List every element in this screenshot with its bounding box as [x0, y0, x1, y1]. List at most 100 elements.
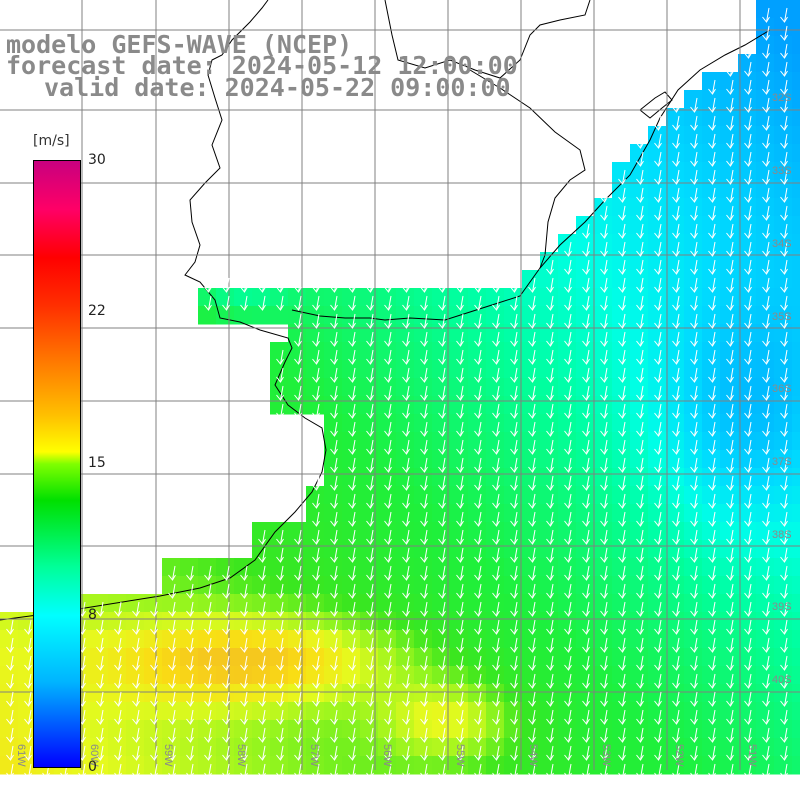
- wind-speed-cell: [162, 558, 181, 577]
- wind-speed-cell: [252, 666, 271, 685]
- wind-speed-cell: [702, 504, 721, 523]
- wind-speed-cell: [252, 648, 271, 667]
- wind-speed-cell: [540, 306, 559, 325]
- colorbar-tick-30: 30: [88, 152, 106, 168]
- wind-speed-cell: [270, 342, 289, 361]
- wind-arrow: [528, 475, 536, 491]
- wind-speed-cell: [396, 612, 415, 631]
- wind-speed-cell: [0, 666, 19, 685]
- wind-arrow: [312, 277, 320, 293]
- wind-speed-cell: [540, 288, 559, 307]
- wind-speed-cell: [792, 558, 800, 577]
- latitude-label: 34S: [772, 238, 792, 250]
- wind-arrow: [618, 655, 626, 671]
- wind-arrow: [420, 637, 428, 653]
- wind-arrow: [708, 691, 716, 707]
- wind-speed-cell: [792, 720, 800, 739]
- wind-arrow: [222, 655, 230, 671]
- wind-arrow: [600, 619, 608, 635]
- wind-speed-cell: [468, 702, 487, 721]
- wind-speed-cell: [558, 738, 577, 757]
- wind-arrow: [636, 439, 644, 455]
- wind-speed-cell: [216, 756, 235, 775]
- wind-speed-cell: [630, 216, 649, 235]
- wind-speed-cell: [432, 288, 451, 307]
- wind-speed-cell: [306, 684, 325, 703]
- wind-speed-cell: [738, 468, 757, 487]
- wind-arrow: [258, 655, 266, 671]
- wind-speed-cell: [360, 486, 379, 505]
- wind-arrow: [474, 655, 482, 671]
- wind-speed-cell: [306, 612, 325, 631]
- wind-arrow: [294, 547, 302, 563]
- wind-speed-cell: [594, 630, 613, 649]
- wind-speed-cell: [360, 414, 379, 433]
- wind-arrow: [600, 493, 608, 509]
- wind-arrow: [114, 709, 122, 725]
- wind-arrow: [618, 727, 626, 743]
- wind-arrow: [582, 763, 590, 779]
- wind-speed-cell: [648, 756, 667, 775]
- wind-speed-cell: [720, 216, 739, 235]
- wind-arrow: [636, 583, 644, 599]
- wind-arrow: [276, 763, 284, 779]
- wind-speed-cell: [486, 684, 505, 703]
- wind-speed-cell: [450, 738, 469, 757]
- wind-speed-cell: [648, 360, 667, 379]
- wind-arrow: [690, 475, 698, 491]
- wind-speed-cell: [0, 684, 19, 703]
- wind-arrow: [492, 601, 500, 617]
- wind-speed-cell: [414, 612, 433, 631]
- wind-speed-cell: [666, 630, 685, 649]
- wind-speed-cell: [396, 288, 415, 307]
- wind-speed-cell: [648, 468, 667, 487]
- wind-speed-cell: [630, 522, 649, 541]
- wind-speed-cell: [774, 198, 793, 217]
- wind-arrow: [654, 205, 662, 221]
- wind-speed-cell: [774, 144, 793, 163]
- wind-arrow: [420, 439, 428, 455]
- wind-arrow: [492, 709, 500, 725]
- wind-speed-cell: [702, 558, 721, 577]
- wind-speed-cell: [486, 342, 505, 361]
- wind-arrow: [132, 655, 140, 671]
- wind-speed-cell: [684, 90, 703, 109]
- wind-speed-cell: [342, 306, 361, 325]
- wind-arrow: [546, 421, 554, 437]
- wind-arrow: [636, 349, 644, 365]
- wind-speed-cell: [630, 468, 649, 487]
- wind-speed-cell: [144, 702, 163, 721]
- wind-speed-cell: [684, 630, 703, 649]
- wind-arrow: [744, 277, 752, 293]
- wind-arrow: [402, 619, 410, 635]
- wind-arrow: [528, 727, 536, 743]
- wind-speed-cell: [522, 468, 541, 487]
- wind-arrow: [474, 403, 482, 419]
- wind-speed-cell: [576, 450, 595, 469]
- wind-speed-cell: [666, 684, 685, 703]
- wind-speed-cell: [720, 720, 739, 739]
- wind-arrow: [618, 583, 626, 599]
- wind-speed-cell: [216, 738, 235, 757]
- wind-arrow: [762, 331, 770, 347]
- wind-speed-cell: [594, 306, 613, 325]
- wind-arrow: [600, 727, 608, 743]
- wind-arrow: [546, 385, 554, 401]
- wind-speed-cell: [414, 378, 433, 397]
- wind-speed-cell: [540, 576, 559, 595]
- wind-arrow: [294, 277, 302, 293]
- wind-speed-cell: [576, 288, 595, 307]
- wind-arrow: [762, 475, 770, 491]
- wind-arrow: [600, 259, 608, 275]
- wind-arrow: [366, 565, 374, 581]
- wind-speed-cell: [774, 738, 793, 757]
- wind-speed-cell: [594, 648, 613, 667]
- wind-arrow: [726, 223, 734, 239]
- wind-speed-cell: [558, 666, 577, 685]
- wind-speed-cell: [180, 684, 199, 703]
- wind-arrow: [708, 511, 716, 527]
- wind-arrow: [780, 205, 788, 221]
- wind-speed-cell: [594, 342, 613, 361]
- wind-speed-cell: [720, 432, 739, 451]
- wind-speed-cell: [774, 630, 793, 649]
